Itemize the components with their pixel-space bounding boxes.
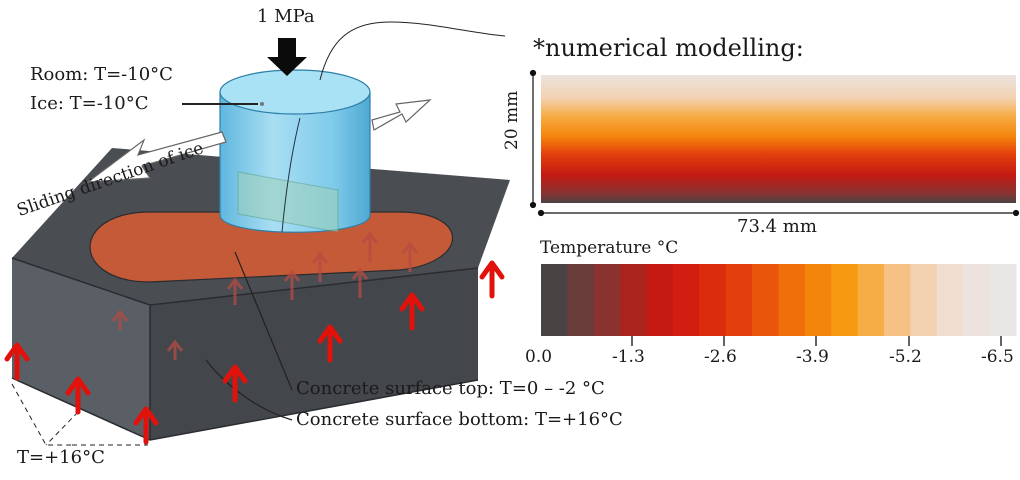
colorbar-tick-label: -6.5 [981,347,1014,367]
internal-heat-arrows [111,231,419,360]
colorbar-ticks [631,336,1002,346]
ice-temp-label: Ice: T=-10°C [30,93,149,114]
concrete-bottom-label: Concrete surface bottom: T=+16°C [296,409,623,430]
colorbar-swatch [725,264,753,336]
colorbar-swatch [910,264,938,336]
width-dimension-label: 73.4 mm [737,216,817,237]
heat-arrow [399,292,425,331]
colorbar-swatch [567,264,595,336]
temperature-colorbar [541,264,1017,336]
colorbar-swatch [778,264,806,336]
heat-arrow [65,376,91,415]
leader-lines [11,21,506,446]
colorbar-swatch [963,264,991,336]
heat-arrow [4,342,30,381]
colorbar-tick-label: 0.0 [525,347,553,367]
room-temp-label: Room: T=-10°C [30,64,173,85]
colorbar-swatch [831,264,859,336]
heated-contact-zone [89,211,454,283]
bottom-temp-label: T=+16°C [17,447,105,468]
colorbar-swatch [804,264,832,336]
colorbar-swatch [699,264,727,336]
load-arrow [267,38,307,76]
legend-title: Temperature °C [540,238,679,258]
colorbar-swatch [593,264,621,336]
colorbar-swatch [646,264,674,336]
heat-arrow [133,406,159,445]
colorbar-swatch [752,264,780,336]
colorbar-tick-label: -5.2 [889,347,922,367]
ice-specimen [219,69,371,233]
block-front-face [12,258,150,440]
heat-arrow [479,260,505,299]
load-label: 1 MPa [257,6,315,27]
block-side-face [150,268,478,440]
colorbar-swatch [989,264,1017,336]
sliding-direction-arrow [86,99,432,183]
dimension-lines [529,69,1020,217]
colorbar-swatch [672,264,700,336]
colorbar-swatch [884,264,912,336]
concrete-top-label: Concrete surface top: T=0 – -2 °C [296,378,605,399]
colorbar-tick-label: -3.9 [796,347,829,367]
colorbar-swatch [857,264,885,336]
height-dimension-label: 20 mm [502,90,522,150]
colorbar-tick-label: -2.6 [704,347,737,367]
colorbar-swatch [936,264,964,336]
colorbar-swatch [541,264,568,336]
heat-arrow [222,364,248,403]
temperature-field [541,75,1016,203]
heat-flux-arrows [4,260,505,445]
colorbar-swatch [620,264,648,336]
colorbar-tick-label: -1.3 [612,347,645,367]
modelling-title: *numerical modelling: [533,34,804,62]
heat-arrow [317,324,343,363]
